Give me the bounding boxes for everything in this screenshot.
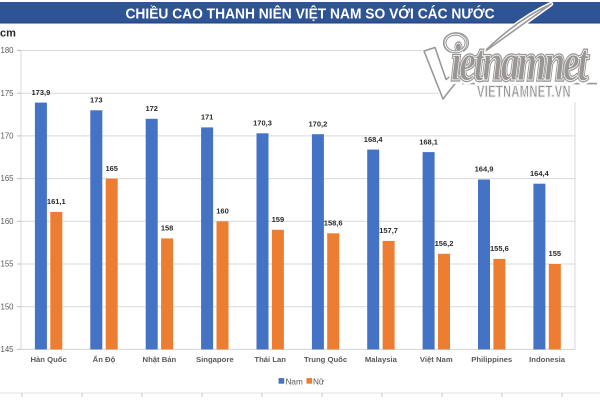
svg-text:160: 160 [0,217,14,226]
svg-text:Singapore: Singapore [196,355,234,364]
svg-text:171: 171 [201,113,214,122]
svg-text:157,7: 157,7 [379,226,398,235]
svg-text:155: 155 [549,249,562,258]
svg-text:173: 173 [90,96,103,105]
svg-text:ietnamnet: ietnamnet [451,33,589,92]
svg-text:Ấn Độ: Ấn Độ [93,354,116,364]
svg-text:165: 165 [105,164,118,173]
svg-text:170,2: 170,2 [309,119,328,128]
svg-text:Thái Lan: Thái Lan [254,355,286,364]
svg-text:Nam: Nam [286,377,303,386]
svg-text:168,4: 168,4 [364,135,384,144]
svg-text:Việt Nam: Việt Nam [420,355,453,364]
svg-text:Nhật Bản: Nhật Bản [143,355,177,364]
svg-text:155: 155 [0,260,14,269]
svg-text:150: 150 [0,302,14,311]
svg-text:175: 175 [0,89,14,98]
svg-text:170: 170 [0,132,14,141]
svg-text:145: 145 [0,345,14,354]
svg-text:161,1: 161,1 [47,197,66,206]
svg-text:Philippines: Philippines [471,355,512,364]
svg-text:160: 160 [216,207,229,216]
svg-text:164,4: 164,4 [530,169,550,178]
svg-text:170,3: 170,3 [253,119,272,128]
svg-text:164,9: 164,9 [475,165,494,174]
svg-text:158,6: 158,6 [324,219,343,228]
svg-text:ietnamnet: ietnamnet [451,33,589,92]
svg-text:Hàn Quốc: Hàn Quốc [30,355,67,364]
svg-text:Malaysia: Malaysia [365,355,398,364]
svg-text:180: 180 [0,46,14,55]
svg-text:Nữ: Nữ [313,377,325,386]
svg-text:168,1: 168,1 [419,137,438,146]
svg-text:Trung Quốc: Trung Quốc [304,355,348,364]
svg-text:173,9: 173,9 [32,88,51,97]
svg-text:ietnamnet: ietnamnet [451,33,589,92]
svg-text:VIETNAMNET.VN: VIETNAMNET.VN [477,83,571,102]
svg-text:VIETNAMNET.VN: VIETNAMNET.VN [477,83,571,102]
svg-text:159: 159 [272,215,285,224]
svg-text:CHIỀU CAO THANH NIÊN VIỆT NAM: CHIỀU CAO THANH NIÊN VIỆT NAM SO VỚI CÁC… [125,4,495,23]
svg-text:155,6: 155,6 [490,244,509,253]
svg-text:Indonesia: Indonesia [529,355,566,364]
svg-text:158: 158 [161,224,174,233]
svg-text:165: 165 [0,174,14,183]
svg-text:VIETNAMNET.VN: VIETNAMNET.VN [477,83,571,102]
svg-text:172: 172 [145,104,158,113]
svg-text:cm: cm [0,28,16,40]
svg-text:156,2: 156,2 [435,239,454,248]
